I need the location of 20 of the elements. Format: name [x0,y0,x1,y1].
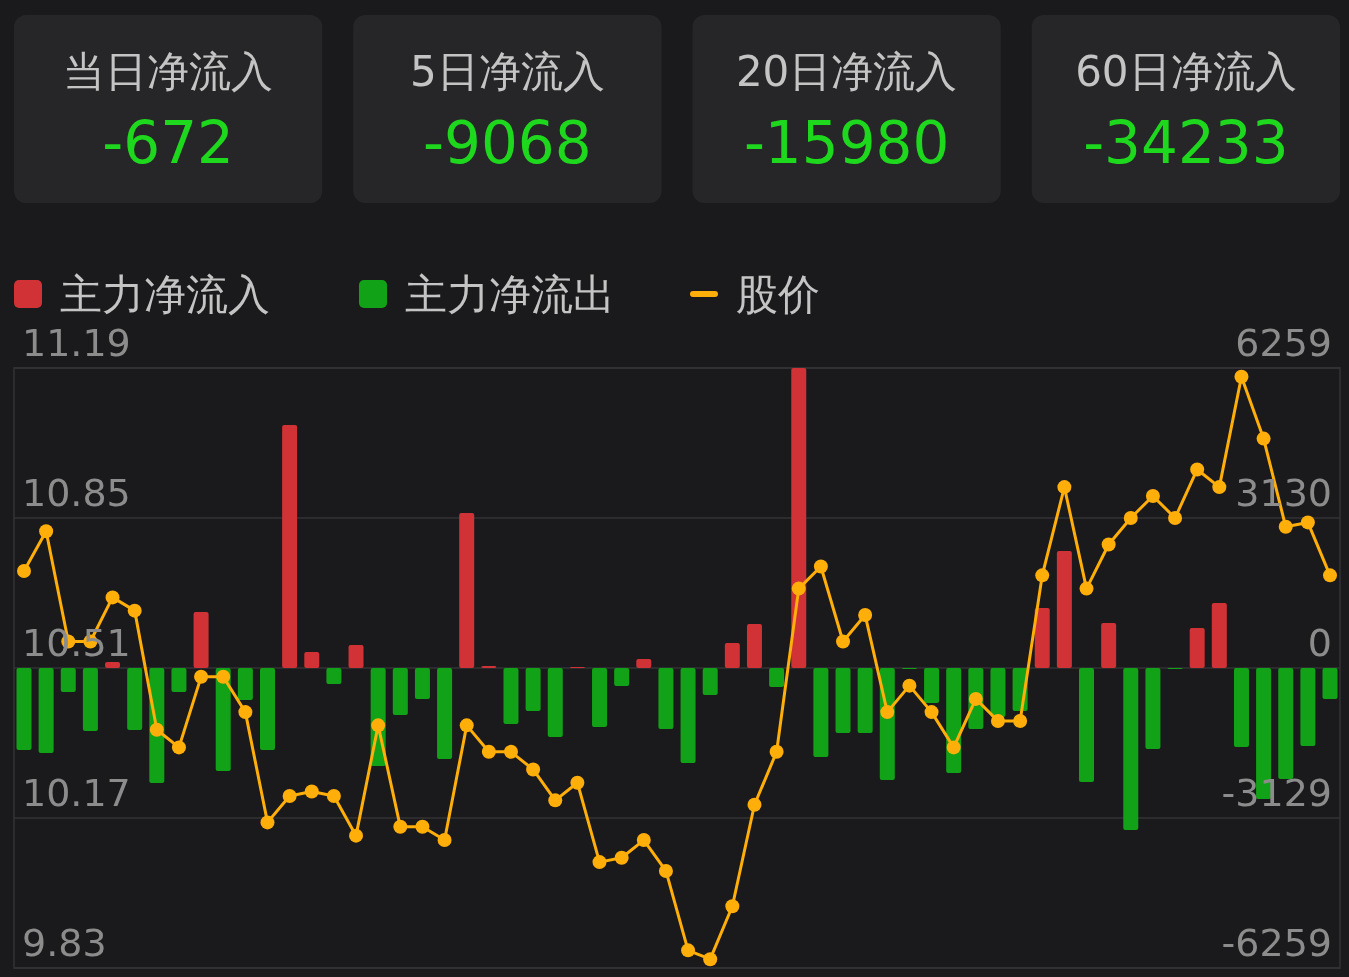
text: -15980 [743,109,950,177]
category-label: 20日净流入 [735,47,958,96]
text: -9068 [423,109,592,177]
y-tick-label: 10.51 [22,621,131,665]
category-label: 当日净流入 [63,47,274,96]
text: -672 [102,109,234,177]
legend-label: 股价 [736,270,820,319]
y2-tick-label: 6259 [1235,321,1332,365]
y2-tick-label: 0 [1307,621,1332,665]
legend-label: 主力净流入 [60,270,270,319]
y-tick-label: 10.85 [22,471,131,515]
y2-tick-label: -6259 [1221,921,1332,965]
y-tick-label: 9.83 [22,921,107,965]
y-tick-label: 11.19 [22,321,131,365]
text: -34233 [1083,109,1289,177]
category-label: 5日净流入 [410,47,605,96]
y2-tick-label: -3129 [1221,770,1332,815]
y-tick-label: 10.17 [22,771,131,815]
category-label: 60日净流入 [1075,47,1297,96]
legend-label: 主力净流出 [405,270,615,319]
